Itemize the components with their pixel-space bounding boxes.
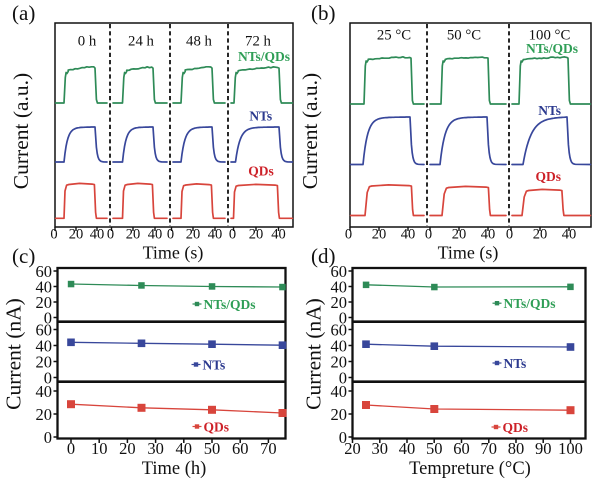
svg-text:NTs/QDs: NTs/QDs xyxy=(238,49,290,64)
svg-text:0: 0 xyxy=(506,227,513,243)
svg-text:40: 40 xyxy=(36,382,53,401)
svg-text:40: 40 xyxy=(331,336,348,355)
svg-text:20: 20 xyxy=(331,352,348,371)
svg-text:QDs: QDs xyxy=(503,420,529,435)
svg-text:40: 40 xyxy=(481,227,496,243)
svg-text:Current (nA): Current (nA) xyxy=(302,298,326,410)
svg-text:NTs/QDs: NTs/QDs xyxy=(526,41,578,56)
svg-text:40: 40 xyxy=(271,227,286,243)
svg-text:20: 20 xyxy=(36,352,53,371)
svg-text:0: 0 xyxy=(167,227,174,243)
svg-text:20: 20 xyxy=(126,227,141,243)
svg-text:100 °C: 100 °C xyxy=(529,28,571,44)
svg-text:0: 0 xyxy=(339,308,347,327)
svg-text:40: 40 xyxy=(208,227,223,243)
svg-text:NTs/QDs: NTs/QDs xyxy=(204,297,256,312)
svg-text:60: 60 xyxy=(36,262,53,281)
svg-text:40: 40 xyxy=(399,439,416,458)
svg-text:40: 40 xyxy=(562,227,577,243)
svg-text:25 °C: 25 °C xyxy=(377,28,411,44)
svg-text:0: 0 xyxy=(339,428,347,447)
svg-text:50: 50 xyxy=(426,439,443,458)
svg-text:10: 10 xyxy=(91,439,108,458)
svg-text:0 h: 0 h xyxy=(78,34,97,50)
svg-text:30: 30 xyxy=(372,439,389,458)
svg-text:0: 0 xyxy=(339,368,347,387)
svg-text:60: 60 xyxy=(232,439,249,458)
svg-text:QDs: QDs xyxy=(204,419,230,434)
svg-text:20: 20 xyxy=(249,227,264,243)
svg-text:(c): (c) xyxy=(12,244,35,268)
svg-text:NTs: NTs xyxy=(249,108,272,123)
svg-text:40: 40 xyxy=(36,277,53,296)
svg-text:60: 60 xyxy=(331,320,348,339)
svg-text:30: 30 xyxy=(147,439,164,458)
svg-text:60: 60 xyxy=(453,439,470,458)
svg-text:0: 0 xyxy=(44,368,52,387)
svg-text:Tempreture (°C): Tempreture (°C) xyxy=(409,459,531,479)
svg-text:50 °C: 50 °C xyxy=(447,28,481,44)
svg-text:20: 20 xyxy=(331,405,348,424)
svg-text:Current (a.u.): Current (a.u.) xyxy=(298,73,322,189)
svg-text:0: 0 xyxy=(107,227,114,243)
svg-text:0: 0 xyxy=(425,227,432,243)
svg-text:NTs: NTs xyxy=(203,357,226,372)
svg-text:50: 50 xyxy=(204,439,221,458)
svg-text:QDs: QDs xyxy=(248,164,274,179)
svg-text:Current (nA): Current (nA) xyxy=(2,298,26,410)
svg-text:0: 0 xyxy=(67,439,75,458)
svg-text:60: 60 xyxy=(36,320,53,339)
svg-text:0: 0 xyxy=(44,308,52,327)
svg-text:(d): (d) xyxy=(311,244,336,268)
svg-text:(a): (a) xyxy=(12,1,35,25)
svg-text:NTs: NTs xyxy=(538,103,561,118)
svg-text:20: 20 xyxy=(119,439,136,458)
svg-text:Time (h): Time (h) xyxy=(142,459,207,479)
svg-text:Time (s): Time (s) xyxy=(438,243,499,264)
svg-text:0: 0 xyxy=(229,227,236,243)
svg-text:20: 20 xyxy=(36,405,53,424)
svg-text:40: 40 xyxy=(148,227,163,243)
svg-text:(b): (b) xyxy=(311,1,336,25)
svg-text:QDs: QDs xyxy=(536,169,562,184)
svg-text:20: 20 xyxy=(36,293,53,312)
svg-text:60: 60 xyxy=(331,262,348,281)
svg-text:NTs: NTs xyxy=(504,356,527,371)
svg-text:40: 40 xyxy=(36,336,53,355)
svg-text:20: 20 xyxy=(344,439,361,458)
svg-text:20: 20 xyxy=(69,227,84,243)
svg-text:20: 20 xyxy=(186,227,201,243)
svg-text:72 h: 72 h xyxy=(245,34,271,50)
svg-text:20: 20 xyxy=(452,227,467,243)
svg-text:0: 0 xyxy=(44,428,52,447)
svg-text:40: 40 xyxy=(176,439,193,458)
svg-text:Current (a.u.): Current (a.u.) xyxy=(9,73,33,189)
svg-text:40: 40 xyxy=(90,227,105,243)
svg-text:0: 0 xyxy=(345,227,352,243)
svg-text:Time (s): Time (s) xyxy=(143,243,204,264)
svg-text:70: 70 xyxy=(260,439,277,458)
svg-text:20: 20 xyxy=(331,293,348,312)
svg-text:20: 20 xyxy=(533,227,548,243)
svg-text:80: 80 xyxy=(508,439,525,458)
svg-text:24 h: 24 h xyxy=(128,34,154,50)
svg-text:40: 40 xyxy=(401,227,416,243)
svg-text:90: 90 xyxy=(535,439,552,458)
svg-text:20: 20 xyxy=(372,227,387,243)
svg-text:40: 40 xyxy=(331,382,348,401)
svg-text:100: 100 xyxy=(558,439,583,458)
svg-text:40: 40 xyxy=(331,277,348,296)
svg-text:NTs/QDs: NTs/QDs xyxy=(504,296,556,311)
svg-text:0: 0 xyxy=(50,227,57,243)
svg-text:48 h: 48 h xyxy=(186,34,212,50)
svg-text:70: 70 xyxy=(481,439,498,458)
